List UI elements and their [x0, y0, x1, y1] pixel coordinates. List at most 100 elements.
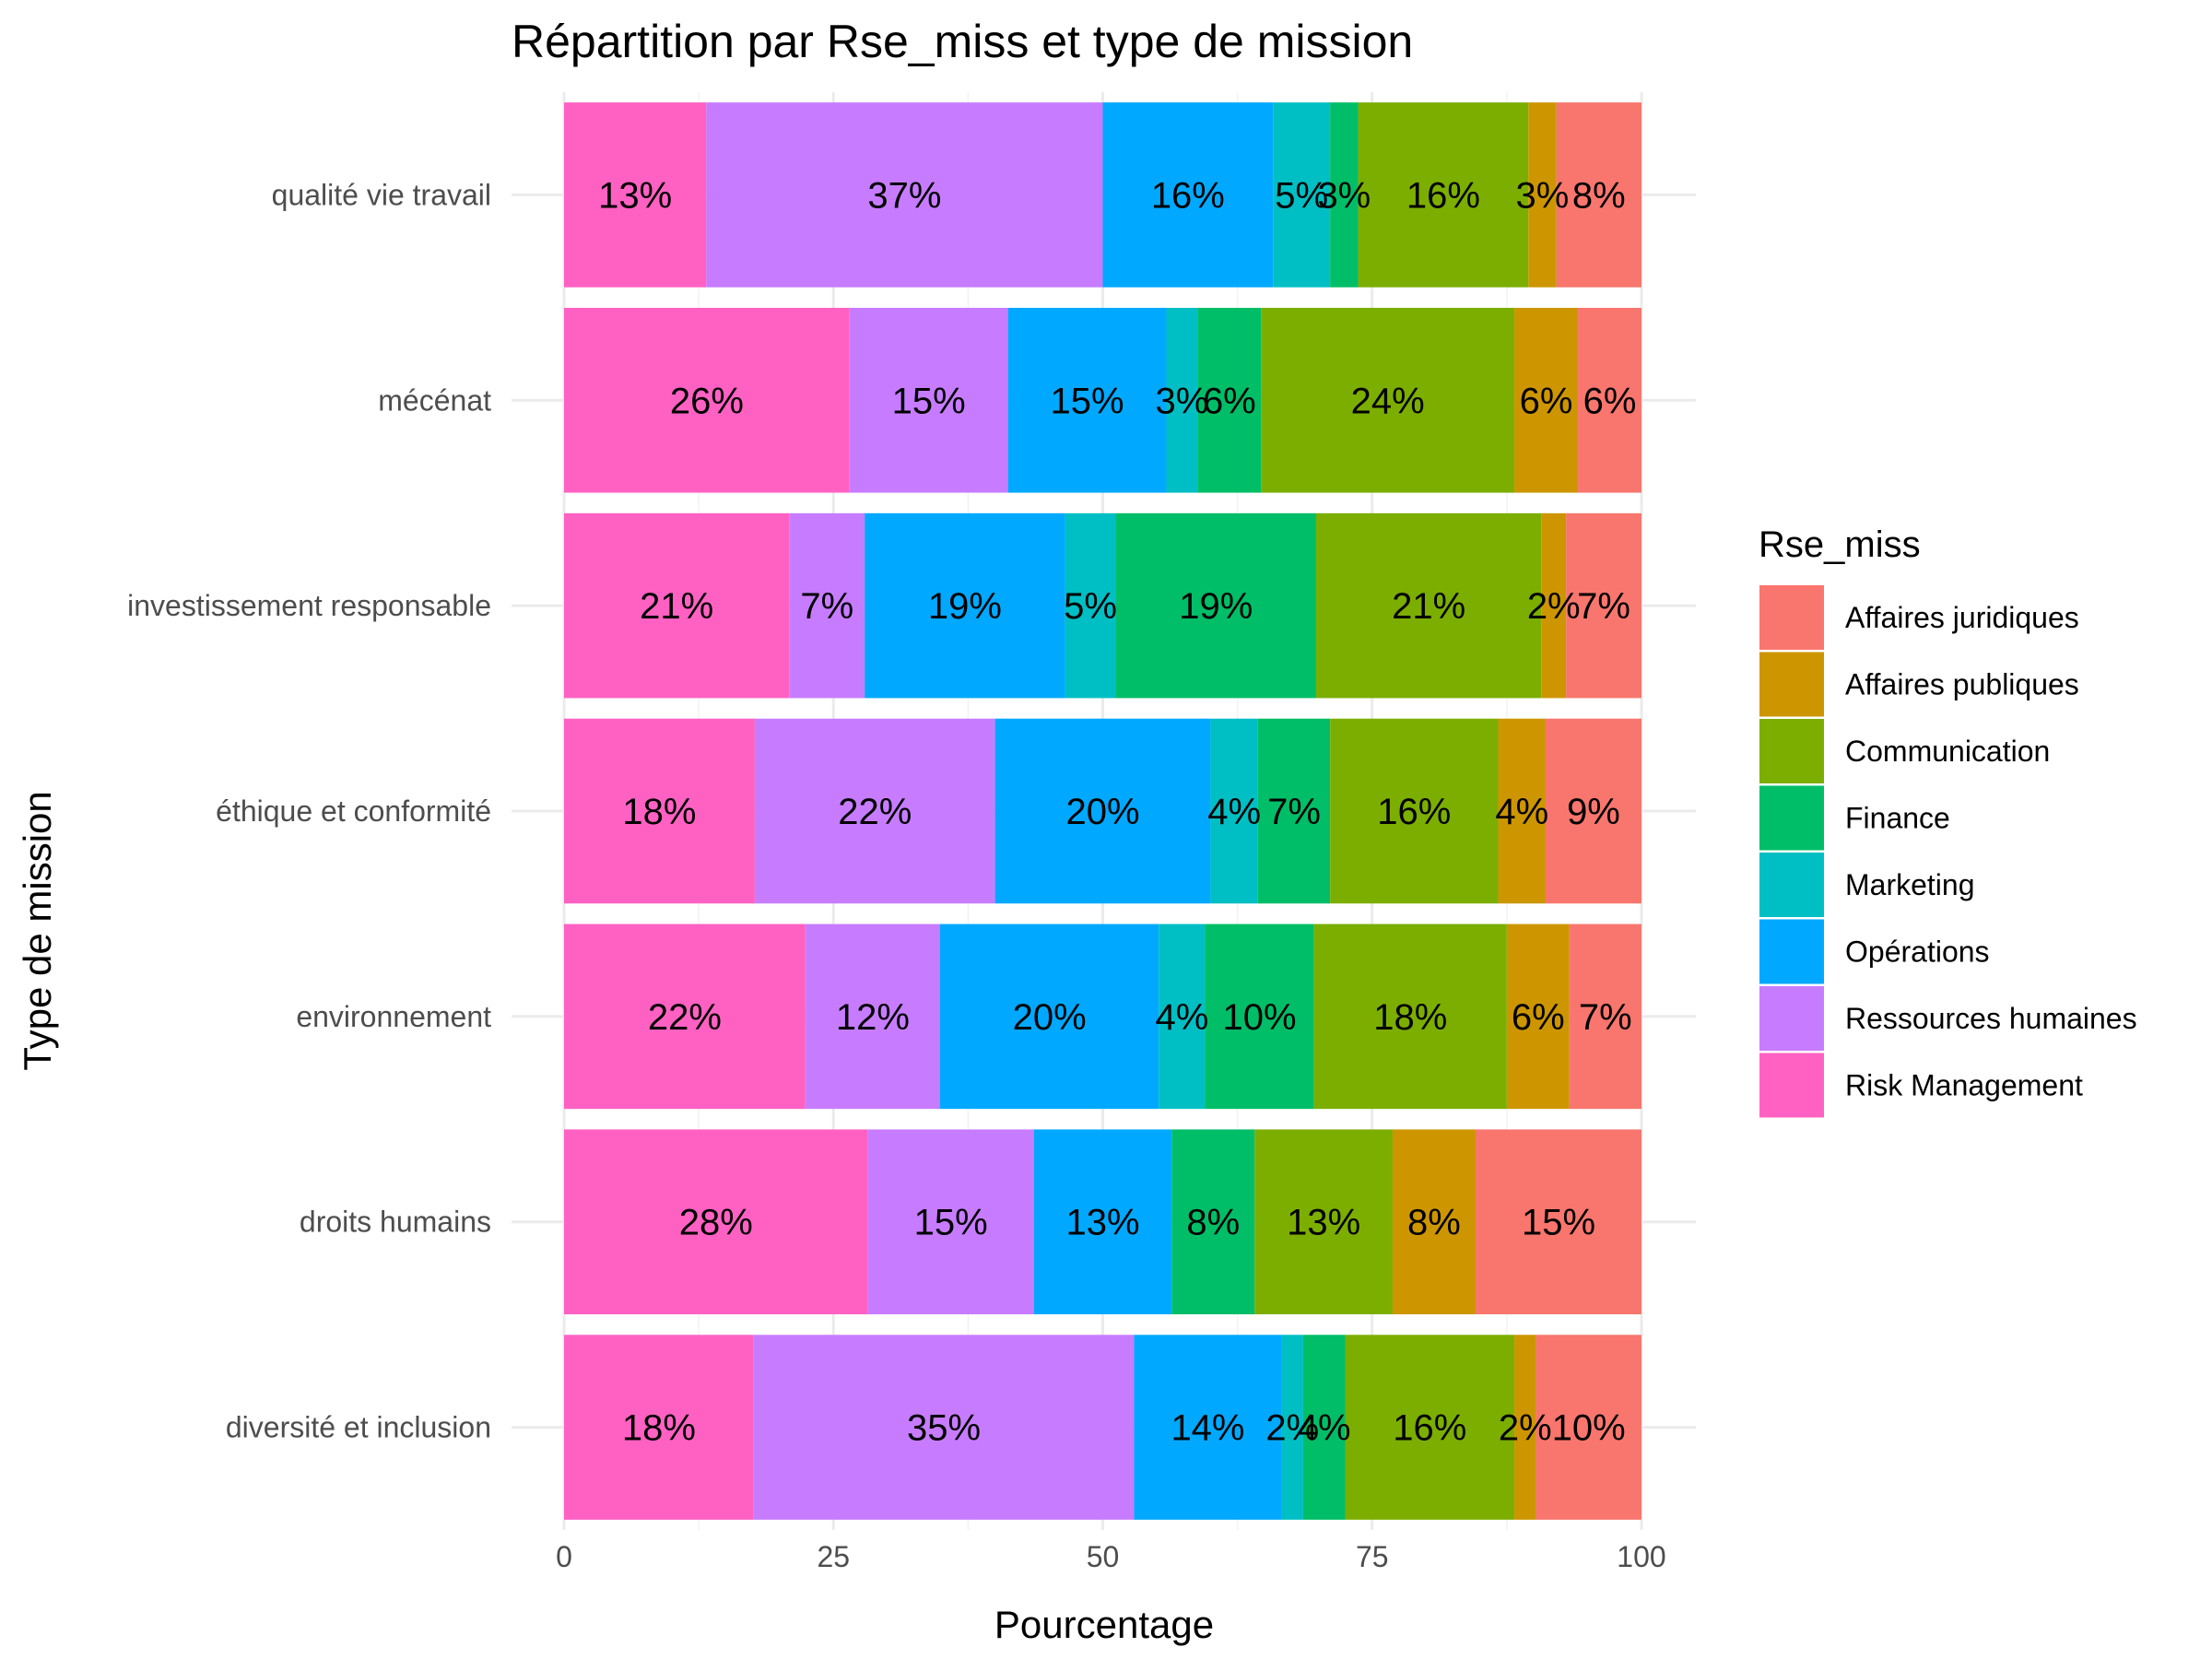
y-tick-label: mécénat: [378, 383, 491, 417]
bar-data-label: 14%: [1171, 1408, 1244, 1449]
bar-data-label: 3%: [1156, 381, 1209, 421]
bar-data-label: 16%: [1151, 175, 1225, 216]
legend-key: [1758, 851, 1826, 919]
bar-data-label: 19%: [1179, 586, 1253, 627]
bar-labels-layer: 13% 37% 16% 5%3% 16% 3% 8%26% 15% 15% 3%6% 24% 6% 6%…: [598, 175, 1636, 1448]
bar-data-label: 3%: [1516, 175, 1570, 216]
bar-segment: [865, 512, 1065, 699]
bar-segment: [1566, 512, 1641, 699]
bar-data-label: 5%: [1064, 586, 1117, 627]
y-tick-label: qualité vie travail: [272, 178, 491, 211]
bar-segment: [1545, 718, 1641, 904]
bar-segment: [564, 308, 850, 493]
legend-key: [1758, 917, 1826, 986]
bar-data-label: 7%: [1577, 586, 1630, 627]
bar-data-label: 8%: [1407, 1203, 1461, 1243]
bar-data-label: 15%: [1051, 381, 1124, 421]
legend-entry-label: Finance: [1845, 802, 1950, 835]
legend-key: [1758, 650, 1826, 719]
bar-data-label: 2%: [1499, 1408, 1552, 1449]
bar-segment: [1475, 1129, 1641, 1314]
bar-data-label: 20%: [1065, 792, 1139, 832]
legend-entry-label: Opérations: [1845, 935, 1990, 969]
legend-entry-label: Ressources humaines: [1845, 1002, 2137, 1035]
x-tick-label: 50: [1087, 1540, 1120, 1573]
legend-entry-label: Affaires publiques: [1845, 668, 2079, 701]
bar-segment: [1498, 718, 1546, 904]
y-axis-title: Type de mission: [16, 791, 59, 1070]
bar-segment: [1330, 102, 1359, 288]
bar-segment: [939, 924, 1159, 1110]
legend-key: [1758, 717, 1826, 785]
bar-data-label: 22%: [648, 997, 722, 1038]
axes-layer: 0 25 50 75 100 qualité vie travail mécénat inve…: [127, 178, 1666, 1573]
bar-segment: [1330, 718, 1499, 904]
bar-segment: [754, 718, 995, 904]
bar-segment: [1358, 102, 1529, 288]
bar-data-label: 7%: [1579, 997, 1632, 1038]
y-tick-label: éthique et conformité: [216, 794, 491, 828]
legend-entry-label: Marketing: [1845, 868, 1975, 901]
bar-segment: [1210, 718, 1258, 904]
bar-segment: [1159, 924, 1206, 1110]
bar-segment: [1281, 1335, 1303, 1520]
bar-data-label: 4%: [1207, 792, 1261, 832]
bar-data-label: 15%: [914, 1203, 988, 1243]
bar-segment: [1134, 1335, 1282, 1520]
bar-segment: [753, 1335, 1135, 1520]
bar-data-label: 6%: [1583, 381, 1637, 421]
bar-segment: [1315, 512, 1542, 699]
bar-data-label: 7%: [800, 586, 853, 627]
chart-title: Répartition par Rse_miss et type de miss…: [512, 16, 1413, 67]
bar-data-label: 10%: [1552, 1408, 1626, 1449]
bar-segment: [1345, 1335, 1515, 1520]
bar-segment: [1261, 308, 1515, 493]
y-tick-label: droits humains: [300, 1206, 491, 1239]
bar-segment: [564, 924, 806, 1110]
bar-segment: [1205, 924, 1314, 1110]
bar-data-label: 16%: [1406, 175, 1480, 216]
bar-data-label: 15%: [1522, 1203, 1595, 1243]
bar-segment: [1166, 308, 1198, 493]
bar-segment: [1171, 1129, 1255, 1314]
bar-segment: [867, 1129, 1034, 1314]
bar-segment: [1065, 512, 1116, 699]
bar-data-label: 16%: [1393, 1408, 1466, 1449]
bar-segment: [706, 102, 1103, 288]
bar-data-label: 5%: [1275, 175, 1328, 216]
x-tick-label: 0: [556, 1540, 572, 1573]
x-tick-label: 75: [1356, 1540, 1389, 1573]
bar-data-label: 4%: [1298, 1408, 1351, 1449]
legend-key: [1758, 783, 1826, 853]
legend-key: [1758, 583, 1826, 652]
bar-segment: [1313, 924, 1507, 1110]
bar-data-label: 21%: [640, 586, 713, 627]
bar-segment: [1273, 102, 1331, 288]
bar-data-label: 13%: [598, 175, 672, 216]
bar-segment: [1556, 102, 1641, 288]
bar-data-label: 6%: [1203, 381, 1256, 421]
bar-segment: [805, 924, 940, 1110]
y-tick-label: environnement: [296, 1000, 491, 1033]
bar-segment: [1506, 924, 1570, 1110]
bar-data-label: 22%: [838, 792, 912, 832]
bar-segment: [564, 512, 790, 699]
bar-data-label: 21%: [1392, 586, 1465, 627]
bar-segment: [1569, 924, 1641, 1110]
legend: Rse_miss Affaires juridiques Affaires pub…: [1758, 524, 2137, 1120]
bar-segment: [849, 308, 1008, 493]
bar-data-label: 8%: [1572, 175, 1626, 216]
bar-segment: [789, 512, 865, 699]
bar-segment: [1514, 1335, 1536, 1520]
bar-segment: [1257, 718, 1331, 904]
bar-data-label: 37%: [867, 175, 941, 216]
bar-data-label: 18%: [1373, 997, 1447, 1038]
bar-data-label: 24%: [1351, 381, 1425, 421]
bar-data-label: 4%: [1156, 997, 1209, 1038]
bar-data-label: 20%: [1013, 997, 1087, 1038]
y-tick-label: diversité et inclusion: [226, 1411, 491, 1444]
bar-segment: [1197, 308, 1262, 493]
legend-key: [1758, 984, 1826, 1053]
